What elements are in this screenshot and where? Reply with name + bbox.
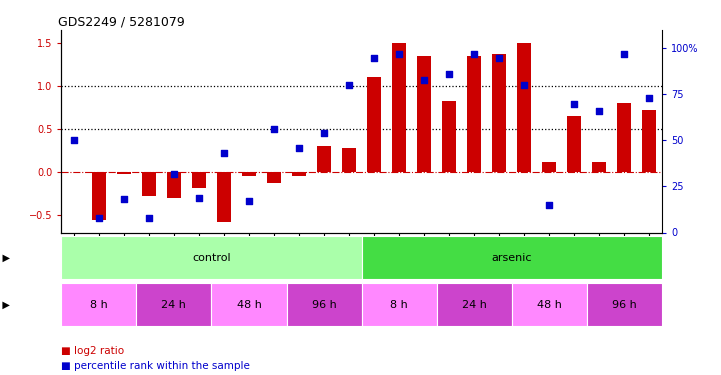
Point [168, 171, 180, 177]
Text: ■ log2 ratio: ■ log2 ratio [61, 346, 125, 355]
Text: 48 h: 48 h [537, 300, 562, 310]
Point [193, 195, 205, 201]
Bar [587, 283, 662, 326]
Text: time  ▶: time ▶ [0, 300, 10, 310]
Point [443, 71, 455, 77]
Bar [467, 56, 481, 172]
Point [293, 145, 305, 151]
Bar [61, 236, 362, 279]
Point [243, 198, 255, 204]
Text: 48 h: 48 h [236, 300, 262, 310]
Text: 8 h: 8 h [390, 300, 408, 310]
Bar [518, 43, 531, 172]
Bar [392, 43, 406, 172]
Point [518, 82, 530, 88]
Bar [242, 172, 256, 177]
Point [268, 126, 280, 132]
Bar [217, 172, 231, 222]
Bar [362, 236, 662, 279]
Text: GDS2249 / 5281079: GDS2249 / 5281079 [58, 16, 185, 29]
Bar [211, 283, 286, 326]
Text: 96 h: 96 h [311, 300, 337, 310]
Bar [362, 283, 437, 326]
Bar [136, 283, 211, 326]
Point [569, 100, 580, 106]
Point [493, 55, 505, 61]
Point [418, 77, 430, 83]
Point [118, 196, 130, 202]
Bar [342, 148, 356, 172]
Point [644, 95, 655, 101]
Bar [642, 110, 656, 172]
Text: 8 h: 8 h [90, 300, 107, 310]
Text: arsenic: arsenic [492, 253, 532, 263]
Text: control: control [192, 253, 231, 263]
Bar [192, 172, 205, 188]
Point [394, 51, 405, 57]
Bar [142, 172, 156, 196]
Text: ■ percentile rank within the sample: ■ percentile rank within the sample [61, 361, 250, 370]
Bar [317, 146, 331, 172]
Bar [292, 172, 306, 176]
Bar [367, 77, 381, 172]
Point [143, 215, 154, 221]
Point [218, 150, 230, 156]
Point [93, 215, 105, 221]
Bar [492, 54, 506, 172]
Text: 24 h: 24 h [461, 300, 487, 310]
Bar [542, 162, 556, 172]
Text: agent  ▶: agent ▶ [0, 253, 10, 263]
Point [368, 55, 380, 61]
Point [318, 130, 329, 136]
Bar [442, 100, 456, 172]
Bar [617, 103, 631, 172]
Text: 96 h: 96 h [612, 300, 637, 310]
Bar [167, 172, 181, 198]
Bar [61, 283, 136, 326]
Bar [267, 172, 281, 183]
Bar [92, 172, 106, 220]
Bar [286, 283, 362, 326]
Point [343, 82, 355, 88]
Bar [512, 283, 587, 326]
Bar [567, 116, 581, 172]
Point [68, 138, 79, 144]
Bar [593, 162, 606, 172]
Point [619, 51, 630, 57]
Text: 24 h: 24 h [162, 300, 186, 310]
Point [593, 108, 605, 114]
Bar [117, 172, 131, 174]
Point [544, 202, 555, 208]
Bar [437, 283, 512, 326]
Point [469, 51, 480, 57]
Bar [417, 56, 431, 172]
